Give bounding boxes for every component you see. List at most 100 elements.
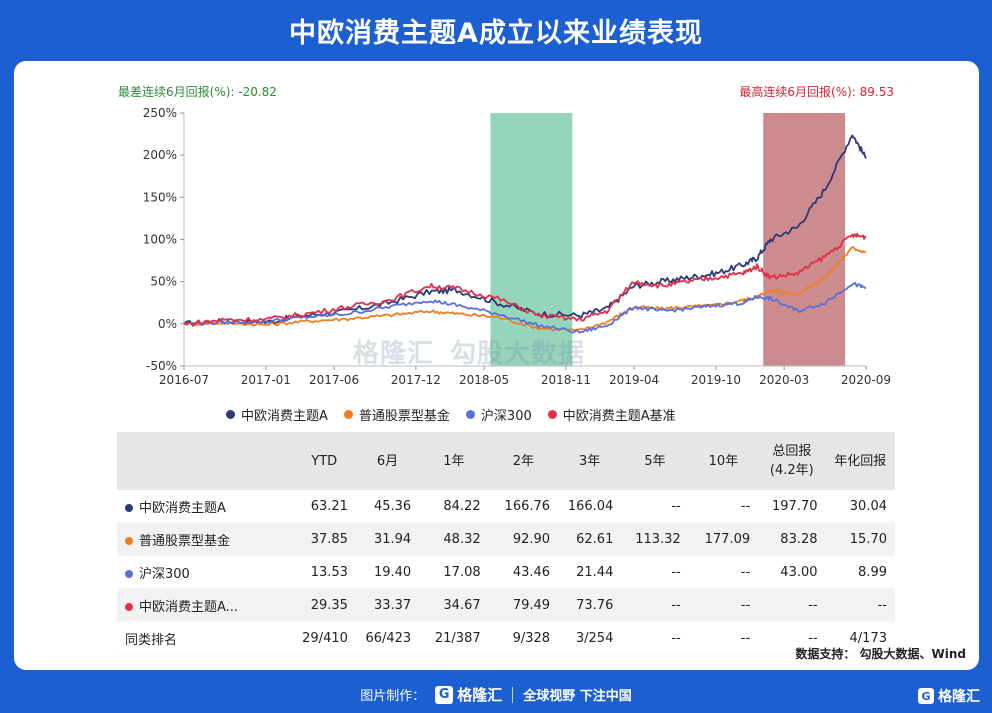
table-cell: -- — [688, 490, 759, 523]
table-cell: 166.76 — [488, 490, 559, 523]
table-cell: -- — [688, 621, 759, 655]
table-header-cell: 2年 — [488, 432, 559, 490]
x-tick-label: 2017-12 — [391, 373, 441, 387]
table-cell: 33.37 — [355, 588, 420, 622]
chart-legend: 中欧消费主题A 普通股票型基金 沪深300 中欧消费主题A基准 — [226, 404, 786, 424]
row-name-cell: 普通股票型基金 — [117, 522, 293, 556]
table-cell: -- — [758, 588, 826, 622]
brand-g-icon: G — [435, 685, 454, 704]
table-cell: 17.08 — [419, 555, 489, 589]
performance-table: YTD 6月 1年 2年 3年 5年 10年 总回报 (4.2年) 年化回报 中欧消费主题A 63.… — [117, 432, 895, 655]
table-cell: 4/173 — [825, 621, 895, 655]
table-cell: 113.32 — [621, 522, 689, 556]
legend-dot-icon — [343, 409, 353, 419]
table-row: 中欧消费主题A 63.21 45.36 84.22 166.76 166.04 -- -- 19… — [117, 490, 895, 523]
x-tick-label: 2018-05 — [459, 373, 509, 387]
row-dot-icon — [125, 570, 133, 578]
table-cell: 43.00 — [758, 555, 826, 589]
x-tick-label: 2019-10 — [691, 373, 741, 387]
table-cell: 13.53 — [292, 555, 356, 589]
highlight-band-1 — [763, 113, 846, 366]
legend-dot-icon — [547, 409, 557, 419]
table-cell: 166.04 — [558, 490, 622, 523]
table-row: 普通股票型基金 37.85 31.94 48.32 92.90 62.61 113.32 17… — [117, 522, 895, 556]
table-cell: 62.61 — [558, 522, 622, 556]
table-cell: 34.67 — [419, 588, 489, 622]
table-cell: 15.70 — [825, 522, 895, 556]
table-header-cell: 10年 — [688, 432, 759, 490]
x-tick-label: 2020-03 — [759, 373, 809, 387]
y-tick-label: 200% — [143, 148, 177, 162]
row-dot-icon — [125, 504, 133, 512]
footer-brand-name: 格隆汇 — [457, 686, 503, 704]
footer-divider — [512, 686, 514, 703]
table-cell: 30.04 — [825, 490, 895, 523]
table-cell: 66/423 — [355, 621, 420, 655]
row-name-cell: 同类排名 — [117, 621, 293, 655]
corner-logo: G 格隆汇 — [918, 686, 980, 706]
legend-item-2: 沪深300 — [465, 405, 532, 424]
y-tick-label: 150% — [143, 190, 177, 204]
table-header-cell: 3年 — [558, 432, 622, 490]
y-tick-label: 100% — [143, 233, 177, 247]
x-tick-label: 2019-04 — [609, 373, 659, 387]
table-header-row: YTD 6月 1年 2年 3年 5年 10年 总回报 (4.2年) 年化回报 — [117, 432, 895, 490]
table-header-cell — [117, 432, 293, 490]
table-cell: 21.44 — [558, 555, 622, 589]
table-row: 中欧消费主题A... 29.35 33.37 34.67 79.49 73.76 -- -- -… — [117, 588, 895, 622]
table-cell: 8.99 — [825, 555, 895, 589]
x-tick-label: 2016-07 — [159, 373, 209, 387]
x-tick-label: 2017-06 — [309, 373, 359, 387]
table-header-cell: YTD — [292, 432, 356, 490]
table-cell: 37.85 — [292, 522, 356, 556]
table-header-cell: 5年 — [621, 432, 689, 490]
data-source: 数据支持： 勾股大数据、Wind — [795, 647, 966, 661]
series-line-0 — [183, 134, 867, 327]
series-line-3 — [183, 232, 867, 327]
table-cell: 45.36 — [355, 490, 420, 523]
y-tick-label: 250% — [143, 106, 177, 120]
footer-brand-logo: G 格隆汇 — [435, 684, 502, 705]
table-cell: 177.09 — [688, 522, 759, 556]
table-cell: -- — [621, 490, 689, 523]
row-name-cell: 中欧消费主题A — [117, 490, 293, 523]
table-row: 沪深300 13.53 19.40 17.08 43.46 21.44 -- -- 43.00 8… — [117, 555, 895, 589]
row-dot-icon — [125, 537, 133, 545]
row-dot-icon — [125, 603, 133, 611]
corner-g-icon: G — [918, 688, 934, 704]
corner-brand-name: 格隆汇 — [938, 689, 980, 705]
table-cell: -- — [621, 588, 689, 622]
legend-label: 沪深300 — [480, 408, 532, 424]
best-6m-annotation: 最高连续6月回报(%): 89.53 — [739, 85, 894, 99]
legend-item-1: 普通股票型基金 — [343, 405, 450, 424]
table-row: 同类排名 29/410 66/423 21/387 9/328 3/254 -- -- -- 4/… — [117, 621, 895, 655]
x-tick-label: 2017-01 — [241, 373, 291, 387]
page-title: 中欧消费主题A成立以来业绩表现 — [289, 17, 703, 49]
table-cell: -- — [688, 555, 759, 589]
footer: 图片制作： G 格隆汇 全球视野 下注中国 — [0, 676, 992, 713]
y-tick-label: 0% — [158, 317, 177, 331]
y-tick-label: -50% — [146, 359, 177, 373]
legend-dot-icon — [465, 409, 475, 419]
table-cell: 48.32 — [419, 522, 489, 556]
footer-slogan: 全球视野 下注中国 — [523, 689, 632, 704]
table-cell: 29/410 — [292, 621, 356, 655]
table-cell: -- — [758, 621, 826, 655]
table-cell: -- — [825, 588, 895, 622]
series-line-1 — [183, 246, 867, 332]
table-cell: 83.28 — [758, 522, 826, 556]
table-cell: 31.94 — [355, 522, 420, 556]
table-cell: 43.46 — [488, 555, 559, 589]
performance-line-chart: -50% 0% 50% 100% 150% 200% 250% 2016-07 2017-01 2… — [143, 106, 891, 387]
table-header-cell: 年化回报 — [825, 432, 895, 490]
row-name-cell: 中欧消费主题A... — [117, 588, 293, 622]
table-cell: 19.40 — [355, 555, 420, 589]
table-header-cell: 1年 — [419, 432, 489, 490]
legend-label: 中欧消费主题A基准 — [562, 408, 676, 424]
table-cell: 9/328 — [488, 621, 559, 655]
table-cell: 73.76 — [558, 588, 622, 622]
worst-6m-annotation: 最差连续6月回报(%): -20.82 — [118, 85, 277, 99]
legend-item-3: 中欧消费主题A基准 — [547, 405, 676, 424]
table-header-cell: 总回报 (4.2年) — [758, 432, 826, 490]
table-cell: 29.35 — [292, 588, 356, 622]
